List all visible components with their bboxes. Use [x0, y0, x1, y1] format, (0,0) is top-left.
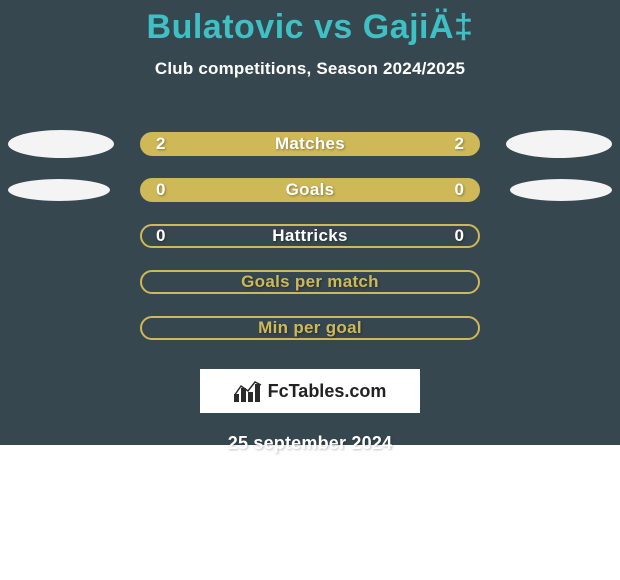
attribution-logo: FcTables.com	[200, 369, 420, 413]
stat-bar: 2 Matches 2	[140, 132, 480, 156]
stat-label: Hattricks	[272, 226, 347, 246]
stat-value-left: 0	[156, 180, 165, 200]
player-ellipse-left	[8, 179, 110, 201]
card-title: Bulatovic vs GajiÄ‡	[0, 0, 620, 47]
stat-bar: 0 Hattricks 0	[140, 224, 480, 248]
stat-label: Min per goal	[258, 318, 362, 338]
stat-value-right: 2	[455, 134, 464, 154]
stat-row: Min per goal	[0, 305, 620, 351]
logo-text: FcTables.com	[268, 381, 387, 402]
snapshot-date: 25 september 2024	[0, 433, 620, 454]
stat-value-left: 0	[156, 226, 165, 246]
stat-bar: Goals per match	[140, 270, 480, 294]
player-ellipse-left	[8, 130, 114, 158]
player-ellipse-right	[510, 179, 612, 201]
stat-value-left: 2	[156, 134, 165, 154]
logo-chart-icon	[234, 380, 262, 402]
stat-bar: Min per goal	[140, 316, 480, 340]
stat-row: 0 Goals 0	[0, 167, 620, 213]
stat-rows: 2 Matches 2 0 Goals 0 0 Hattricks 0 Goals per mat…	[0, 121, 620, 351]
stat-label: Goals per match	[241, 272, 379, 292]
stat-row: 2 Matches 2	[0, 121, 620, 167]
stat-value-right: 0	[455, 226, 464, 246]
stat-row: 0 Hattricks 0	[0, 213, 620, 259]
card-subtitle: Club competitions, Season 2024/2025	[0, 59, 620, 79]
stat-label: Matches	[275, 134, 345, 154]
stat-row: Goals per match	[0, 259, 620, 305]
stat-value-right: 0	[455, 180, 464, 200]
player-ellipse-right	[506, 130, 612, 158]
stat-bar: 0 Goals 0	[140, 178, 480, 202]
comparison-card: Bulatovic vs GajiÄ‡ Club competitions, S…	[0, 0, 620, 445]
stat-label: Goals	[286, 180, 335, 200]
